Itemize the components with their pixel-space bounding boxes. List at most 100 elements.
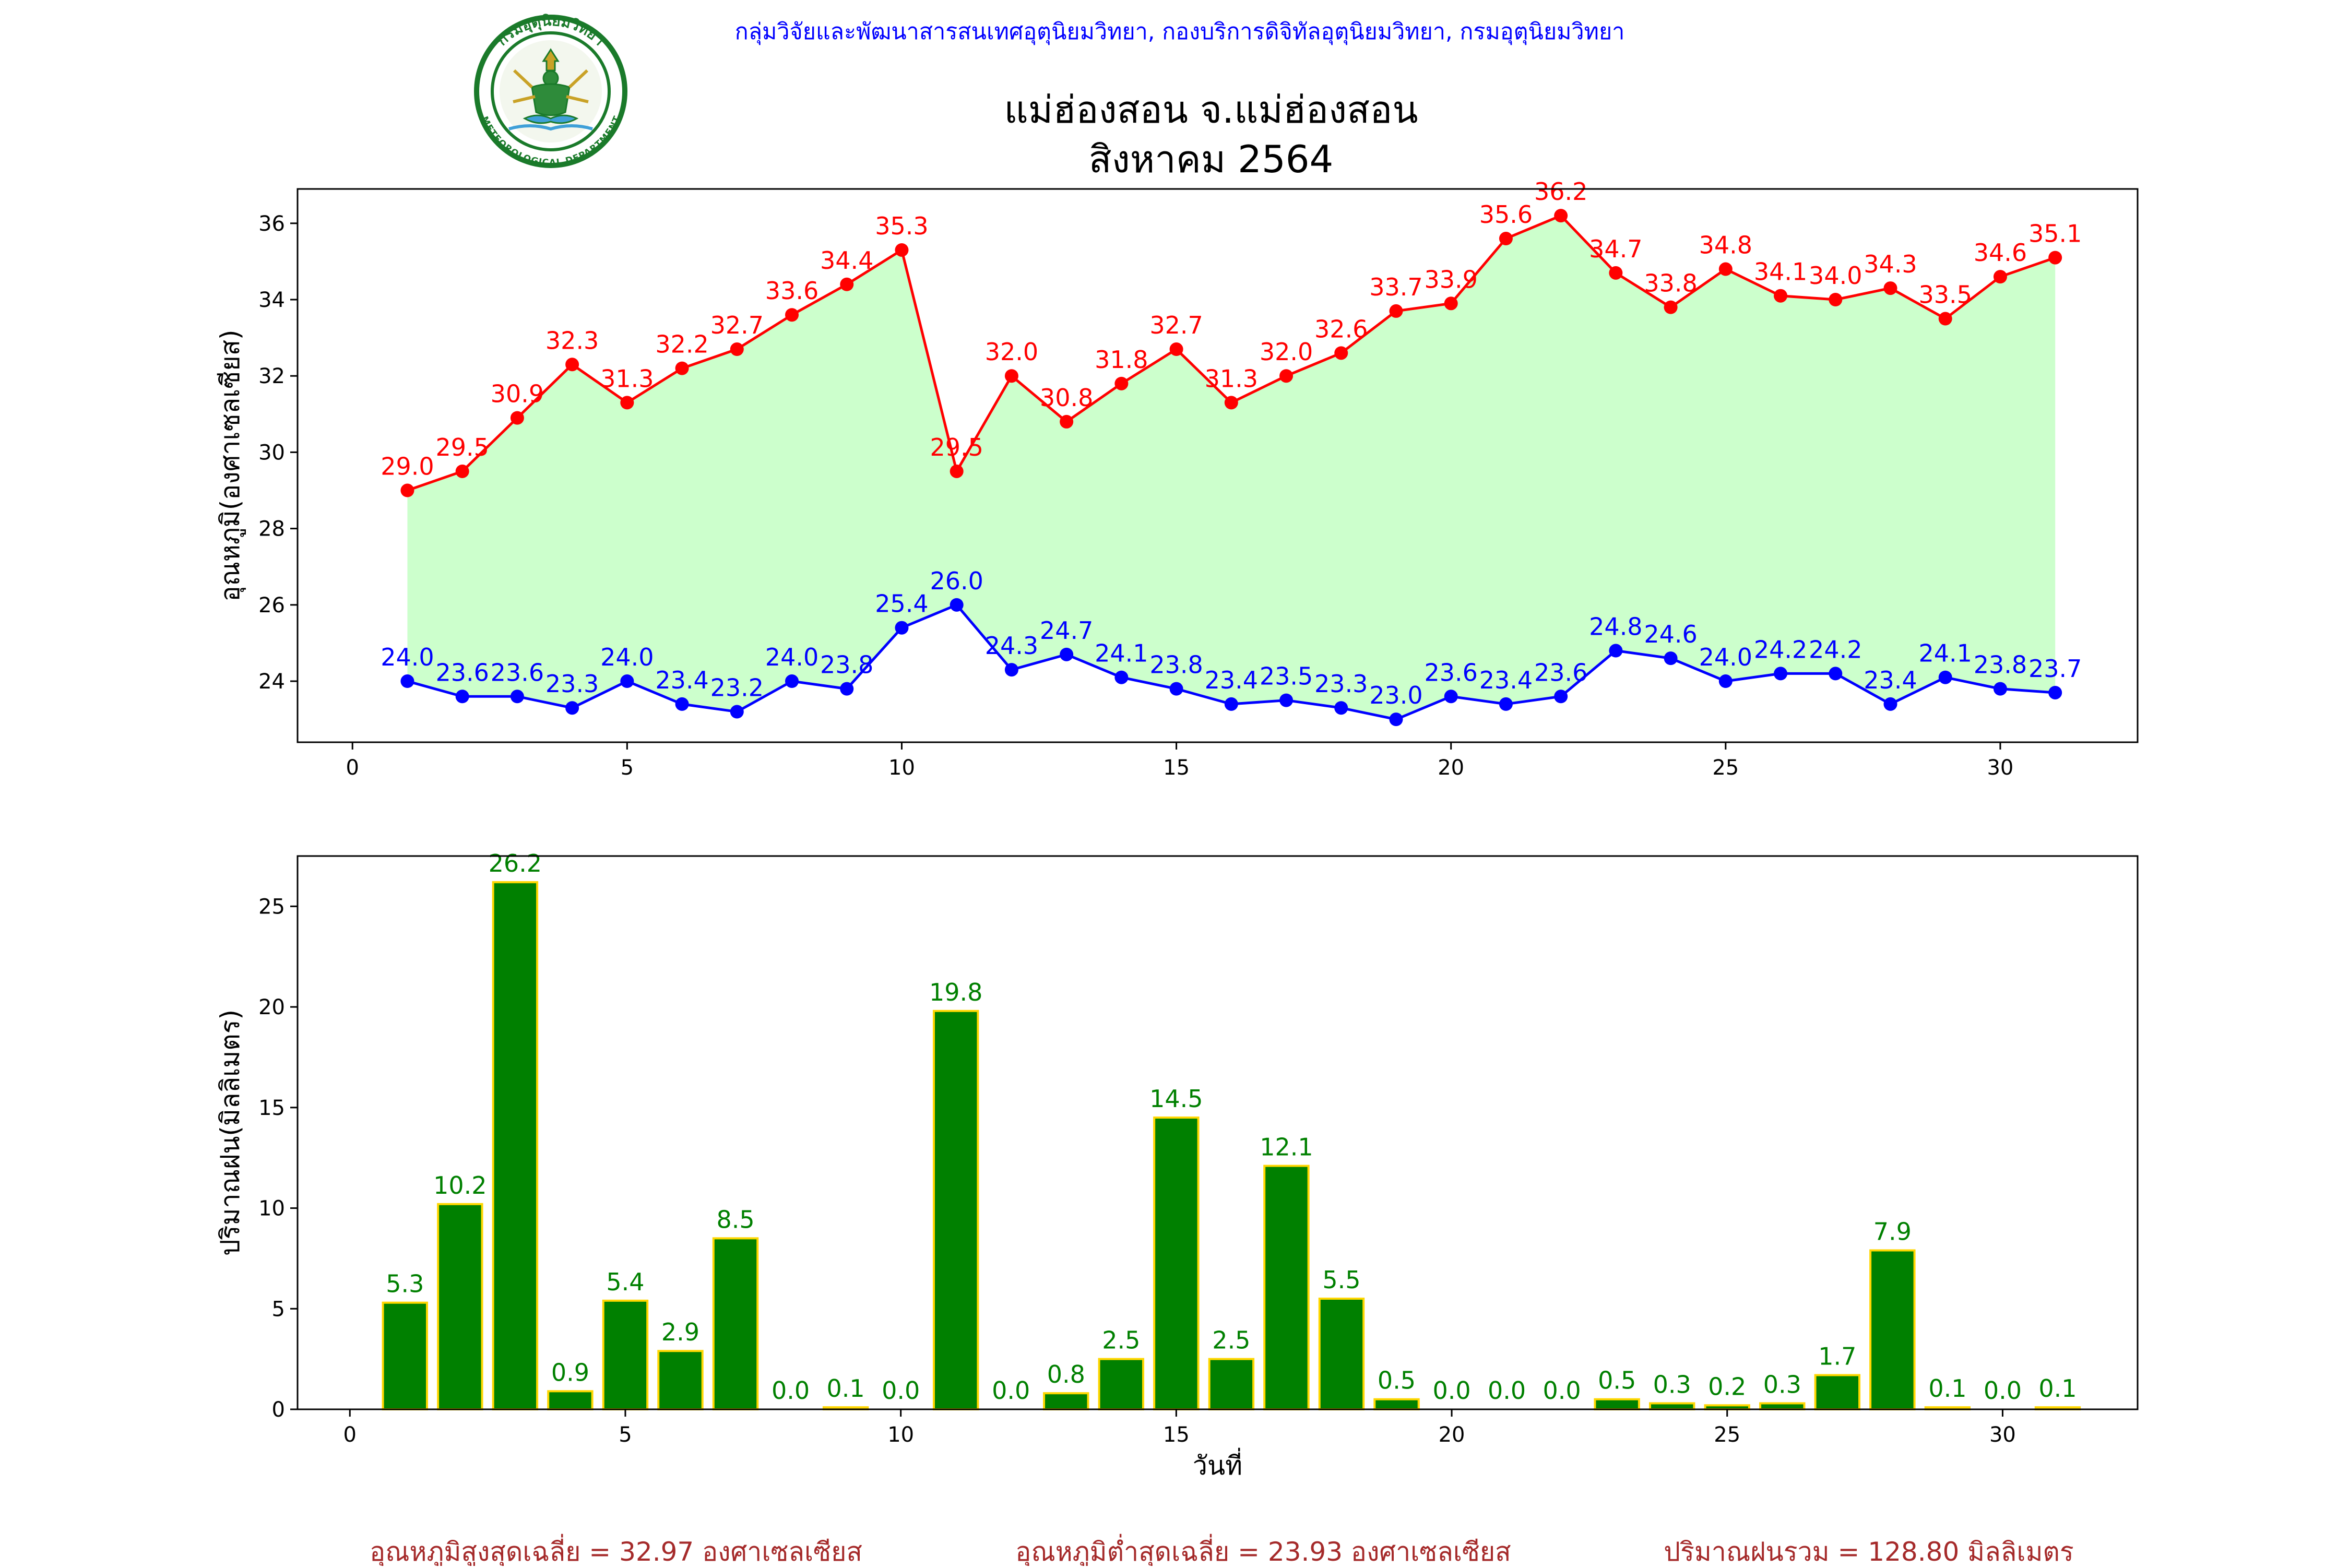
max-temperature-label: 34.7 bbox=[1589, 235, 1642, 263]
x-tick-label: 5 bbox=[621, 756, 634, 780]
min-temperature-label: 24.2 bbox=[1809, 635, 1862, 663]
min-temperature-point bbox=[1499, 697, 1513, 711]
max-temperature-label: 35.6 bbox=[1479, 200, 1533, 229]
max-temperature-label: 32.2 bbox=[655, 330, 708, 359]
min-temperature-point bbox=[1169, 682, 1183, 696]
max-temperature-point bbox=[785, 308, 799, 322]
max-temperature-point bbox=[950, 464, 964, 478]
min-temperature-label: 23.8 bbox=[1974, 651, 2027, 679]
min-temperature-label: 23.4 bbox=[1479, 666, 1533, 694]
rainfall-bar bbox=[1594, 1398, 1640, 1411]
rainfall-bar-label: 2.5 bbox=[1102, 1326, 1140, 1355]
max-temperature-series: 29.029.530.932.331.332.232.733.634.435.3… bbox=[381, 177, 2082, 497]
rainfall-bar bbox=[1043, 1392, 1089, 1410]
min-temperature-point bbox=[2048, 685, 2062, 699]
min-temperature-label: 24.2 bbox=[1754, 635, 1807, 663]
max-temperature-point bbox=[565, 358, 579, 372]
max-temperature-point bbox=[1279, 369, 1294, 383]
min-temperature-point bbox=[1718, 674, 1733, 688]
y-tick-label: 5 bbox=[272, 1297, 285, 1321]
max-temperature-point bbox=[1499, 232, 1513, 246]
min-temperature-label: 24.1 bbox=[1919, 639, 1972, 668]
max-temperature-label: 33.7 bbox=[1369, 273, 1422, 301]
rainfall-bar-label: 0.3 bbox=[1653, 1370, 1691, 1398]
max-temperature-point bbox=[1883, 281, 1897, 295]
rainfall-bar-label: 14.5 bbox=[1149, 1085, 1203, 1113]
rainfall-bar-label: 10.2 bbox=[433, 1171, 487, 1199]
x-tick-label: 25 bbox=[1712, 756, 1739, 780]
rainfall-bar-label: 0.5 bbox=[1378, 1367, 1416, 1395]
footer-total-rainfall: ปริมาณฝนรวม = 128.80 มิลลิเมตร bbox=[1664, 1537, 2074, 1566]
min-temperature-label: 23.5 bbox=[1260, 662, 1313, 691]
rainfall-bar-label: 0.0 bbox=[1984, 1376, 2022, 1405]
rainfall-bar bbox=[1098, 1358, 1145, 1411]
min-temperature-point bbox=[1938, 670, 1952, 684]
min-temperature-label: 23.6 bbox=[491, 658, 544, 686]
max-temperature-point bbox=[730, 342, 744, 357]
rainfall-bar-label: 0.0 bbox=[882, 1376, 920, 1405]
max-temperature-point bbox=[895, 243, 909, 257]
rainfall-bars bbox=[382, 881, 2081, 1411]
rainfall-bar-label: 2.5 bbox=[1212, 1326, 1250, 1355]
rainfall-bar bbox=[1373, 1398, 1420, 1411]
max-temperature-point bbox=[1829, 293, 1843, 306]
rainfall-bar-label: 7.9 bbox=[1873, 1217, 1912, 1245]
rainfall-bar bbox=[1759, 1402, 1806, 1410]
min-temperature-label: 24.6 bbox=[1644, 620, 1697, 648]
min-temperature-point bbox=[455, 690, 469, 704]
rainfall-bar-label: 0.0 bbox=[1543, 1376, 1581, 1405]
chart-title-line-1: แม่ฮ่องสอน จ.แม่ฮ่องสอน bbox=[1004, 88, 1418, 132]
min-temperature-point bbox=[620, 674, 634, 688]
rainfall-bar-label: 0.1 bbox=[1928, 1374, 1966, 1403]
min-temperature-label: 24.7 bbox=[1040, 616, 1093, 645]
min-temperature-label: 23.8 bbox=[820, 651, 873, 679]
min-temperature-label: 23.0 bbox=[1369, 681, 1422, 709]
min-temperature-point bbox=[1609, 644, 1623, 658]
rainfall-chart: 5.3 10.2 26.2 0.9 5.4 2.9 8.5 0.0 0.1 0.0 19.8 0.0 0… bbox=[215, 849, 2139, 1481]
y-tick-label: 28 bbox=[258, 517, 285, 541]
x-tick-label: 0 bbox=[343, 1423, 357, 1447]
min-temperature-point bbox=[1334, 701, 1348, 715]
min-temperature-point bbox=[565, 701, 579, 715]
y-tick-label: 24 bbox=[258, 670, 285, 694]
rainfall-y-axis-label: ปริมาณฝน(มิลลิเมตร) bbox=[215, 1009, 245, 1256]
max-temperature-point bbox=[1718, 262, 1733, 276]
min-temperature-label: 24.1 bbox=[1095, 639, 1148, 668]
max-temperature-label: 33.9 bbox=[1424, 265, 1477, 293]
y-tick-label: 25 bbox=[258, 895, 285, 919]
max-temperature-point bbox=[400, 483, 414, 497]
max-temperature-label: 33.8 bbox=[1644, 269, 1697, 298]
max-temperature-point bbox=[675, 361, 689, 375]
footer-average-min-temp: อุณหภูมิต่ำสุดเฉลี่ย = 23.93 องศาเซลเซีย… bbox=[1015, 1534, 1511, 1566]
rainfall-x-axis-label: วันที่ bbox=[1193, 1448, 1242, 1481]
rainfall-bar-label: 2.9 bbox=[661, 1318, 699, 1346]
max-temperature-label: 36.2 bbox=[1534, 177, 1587, 206]
x-tick-label: 10 bbox=[887, 1423, 914, 1447]
y-tick-label: 34 bbox=[258, 288, 285, 312]
max-temperature-label: 34.8 bbox=[1699, 231, 1752, 259]
max-temperature-point bbox=[1004, 369, 1018, 383]
rainfall-bar-label: 26.2 bbox=[489, 849, 542, 877]
temperature-plot-frame bbox=[296, 188, 2139, 743]
min-temperature-label: 23.4 bbox=[1205, 666, 1258, 694]
min-temperature-label: 23.6 bbox=[435, 658, 489, 686]
y-tick-label: 30 bbox=[258, 441, 285, 465]
min-temperature-point bbox=[840, 682, 854, 696]
max-temperature-label: 32.0 bbox=[1260, 338, 1313, 366]
max-temperature-label: 34.0 bbox=[1809, 262, 1862, 290]
min-temperature-point bbox=[510, 690, 524, 704]
min-temperature-point bbox=[1224, 697, 1238, 711]
min-temperature-label: 23.3 bbox=[1314, 670, 1368, 698]
min-temperature-label: 26.0 bbox=[930, 567, 983, 595]
max-temperature-point bbox=[1774, 289, 1788, 303]
max-temperature-point bbox=[1554, 209, 1568, 223]
fill-between-max-min bbox=[407, 216, 2056, 720]
max-temperature-label: 32.3 bbox=[545, 326, 599, 354]
rainfall-bar-label: 0.8 bbox=[1047, 1360, 1085, 1388]
min-temperature-label: 24.3 bbox=[985, 632, 1038, 660]
x-tick-label: 25 bbox=[1714, 1423, 1740, 1447]
temperature-range-fill bbox=[407, 216, 2056, 720]
min-temperature-label: 25.4 bbox=[875, 590, 928, 618]
